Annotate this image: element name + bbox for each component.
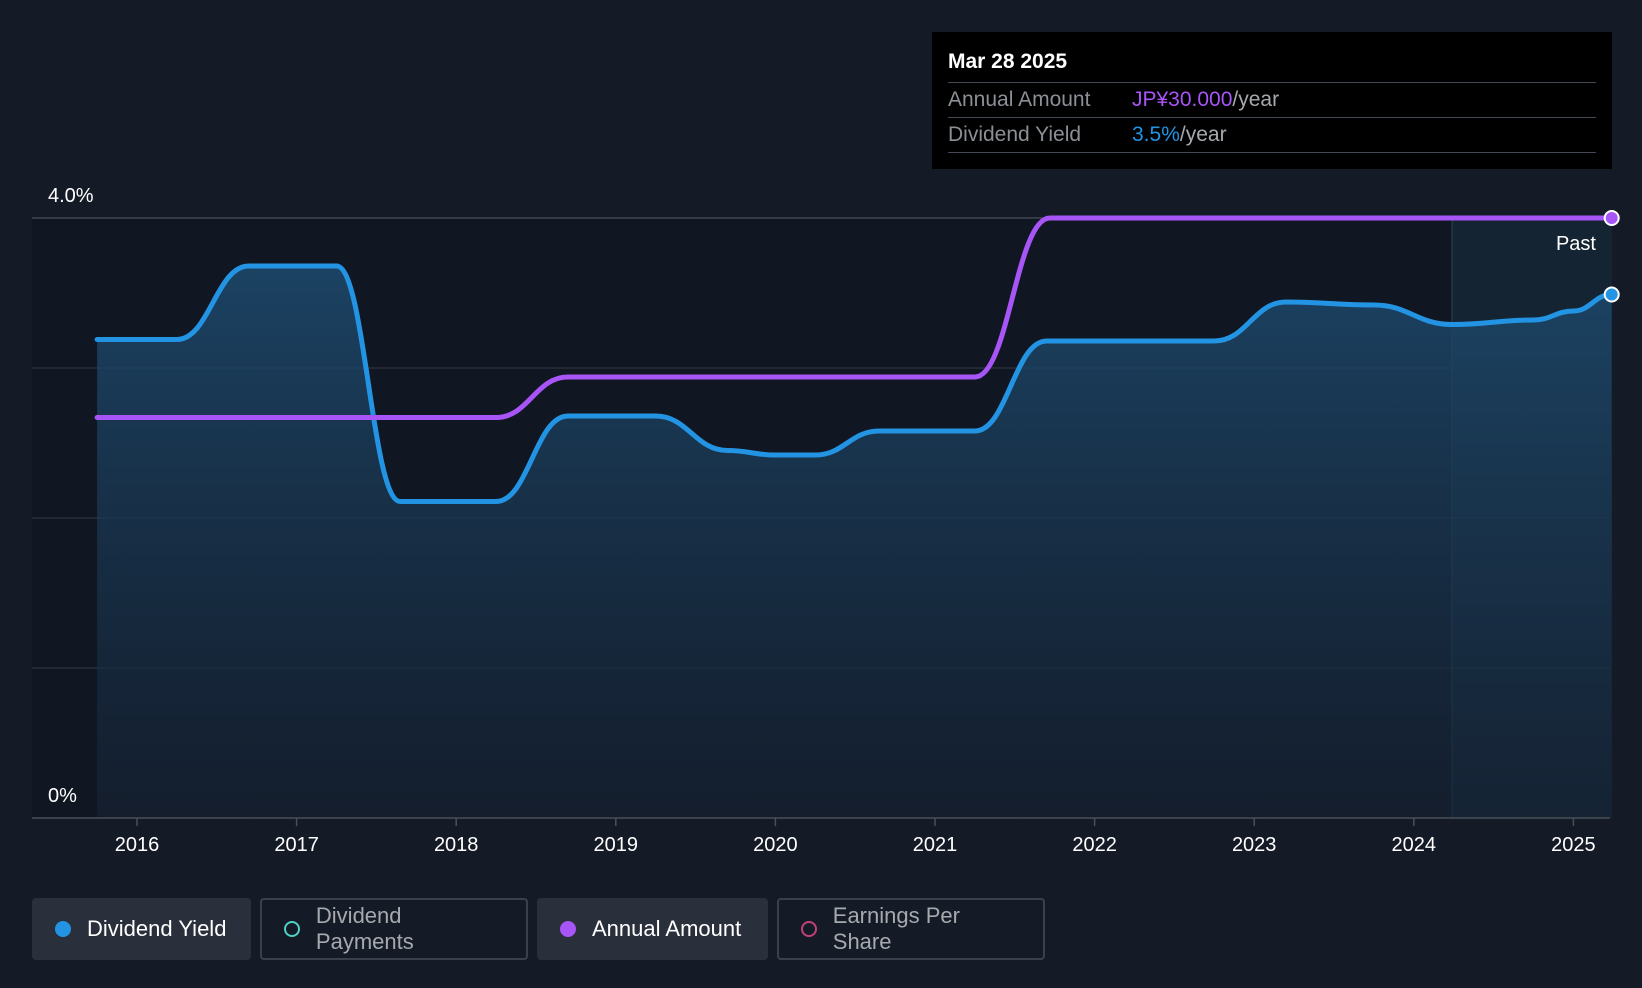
tooltip-label: Dividend Yield [948,123,1082,146]
legend-label: Earnings Per Share [832,903,960,954]
x-tick-label: 2018 [434,834,479,856]
legend: Dividend Yield Dividend Payments Annual … [32,898,1054,960]
y-tick-label: 4.0% [48,185,94,207]
tooltip-date: Mar 28 2025 [948,46,1596,83]
annual-amount-end-marker [1603,210,1620,226]
tooltip-unit: /year [1232,88,1280,111]
x-tick-label: 2024 [1392,834,1437,856]
tooltip-unit: /year [1179,123,1227,146]
x-tick-label: 2019 [594,834,639,856]
x-tick-label: 2023 [1232,834,1277,856]
x-tick-label: 2017 [274,834,319,856]
legend-label: Annual Amount [592,916,742,941]
filled-dot-icon [55,921,71,937]
annual-amount-line [94,215,1615,421]
legend-dividend-yield[interactable]: Dividend Yield [32,898,251,960]
filled-dot-icon [560,921,576,937]
tooltip-label: Annual Amount [948,88,1091,111]
x-tick-label: 2020 [753,834,798,856]
legend-dividend-payments[interactable]: Dividend Payments [260,898,528,960]
past-label: Past [1556,233,1596,255]
tooltip-row-annual-amount: Annual Amount JP¥30.000 /year [948,83,1596,118]
x-tick-label: 2025 [1551,834,1596,856]
x-tick-label: 2016 [115,834,160,856]
x-tick-label: 2021 [913,834,958,856]
x-tick-label: 2022 [1072,834,1117,856]
legend-label: Dividend Yield [87,916,227,941]
tooltip-value: JP¥30.000 [1132,88,1233,111]
legend-earnings-per-share[interactable]: Earnings Per Share [777,898,1045,960]
legend-label: Dividend Payments [315,903,414,954]
tooltip-row-dividend-yield: Dividend Yield 3.5% /year [948,118,1596,153]
legend-annual-amount[interactable]: Annual Amount [537,898,768,960]
dividend-yield-line [94,263,1615,505]
ring-dot-icon [284,921,300,937]
tooltip: Mar 28 2025 Annual Amount JP¥30.000 /yea… [932,32,1612,169]
ring-dot-icon [801,921,817,937]
dividend-yield-end-marker [1603,286,1620,303]
y-tick-label: 0% [48,785,77,807]
tooltip-value: 3.5% [1132,123,1180,146]
dividend-yield-area [97,266,1612,818]
